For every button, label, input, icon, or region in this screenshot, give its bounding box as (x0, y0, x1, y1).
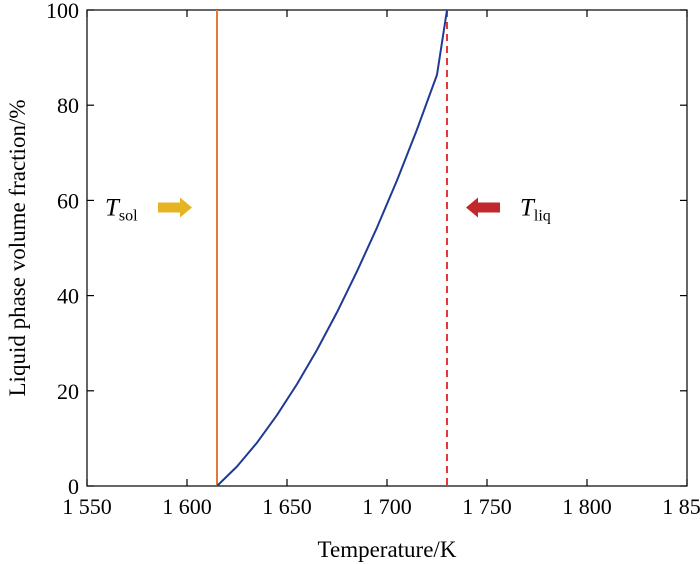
annotations: Tsol Tliq (105, 195, 551, 225)
annotation-subscript: liq (534, 208, 551, 225)
y-tick-label: 100 (46, 0, 79, 23)
axis-ticks (86, 9, 688, 487)
x-tick-label: 1 550 (62, 494, 112, 519)
y-tick-label: 0 (68, 474, 79, 499)
y-tick-label: 80 (57, 93, 79, 118)
series-line (216, 9, 448, 487)
x-axis-title: Temperature/K (318, 537, 457, 562)
reference-lines (216, 10, 448, 486)
series-group (216, 9, 448, 487)
x-tick-label: 1 700 (362, 494, 412, 519)
annotation-main: T (105, 195, 121, 222)
x-tick-label: 1 750 (462, 494, 512, 519)
x-tick-label: 1 800 (562, 494, 612, 519)
arrow-left-icon (466, 197, 500, 218)
x-tick-label: 1 650 (262, 494, 312, 519)
x-tick-label: 1 850 (662, 494, 700, 519)
arrow-right-icon (158, 197, 192, 218)
t-liq-label: Tliq (520, 195, 551, 225)
annotation-subscript: sol (119, 208, 138, 225)
y-tick-labels: 0 20 40 60 80 100 (46, 0, 79, 499)
y-tick-label: 20 (57, 379, 79, 404)
x-tick-labels: 1 550 1 600 1 650 1 700 1 750 1 800 1 850 (62, 494, 700, 519)
y-tick-label: 40 (57, 284, 79, 309)
plot-area (86, 9, 688, 487)
y-tick-label: 60 (57, 188, 79, 213)
x-tick-label: 1 600 (162, 494, 212, 519)
y-axis-title: Liquid phase volume fraction/% (5, 99, 30, 396)
t-sol-label: Tsol (105, 195, 138, 225)
annotation-main: T (520, 195, 536, 222)
